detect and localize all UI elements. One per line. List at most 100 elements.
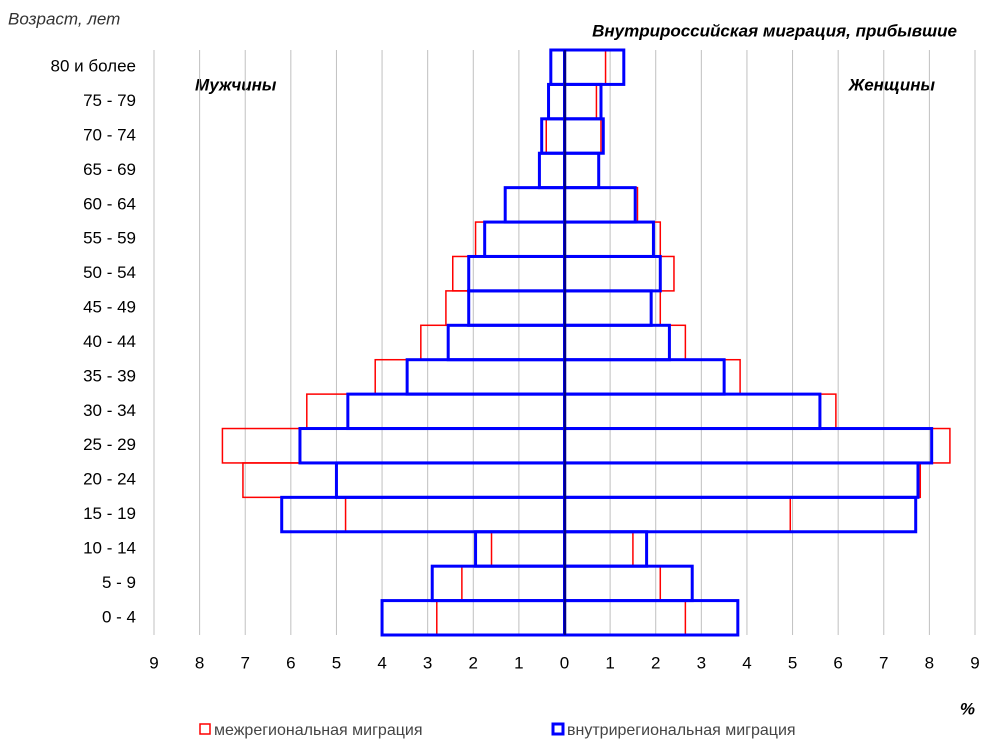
x-tick-label: 1 bbox=[605, 653, 614, 672]
bar bbox=[461, 565, 566, 602]
bar bbox=[563, 358, 726, 396]
x-tick-label: 5 bbox=[788, 653, 797, 672]
bar bbox=[563, 495, 918, 534]
x-tick-label: 2 bbox=[469, 653, 478, 672]
y-tick-label: 15 - 19 bbox=[83, 504, 136, 523]
bar bbox=[504, 186, 566, 223]
bar bbox=[563, 186, 637, 224]
bar bbox=[547, 83, 566, 120]
bar bbox=[563, 82, 603, 121]
y-tick-label: 60 - 64 bbox=[83, 194, 136, 213]
bar bbox=[563, 186, 639, 223]
bar bbox=[563, 392, 822, 431]
x-tick-label: 1 bbox=[514, 653, 523, 672]
bar bbox=[474, 221, 566, 258]
bar bbox=[221, 427, 566, 464]
y-tick-label: 65 - 69 bbox=[83, 160, 136, 179]
x-tick-label: 4 bbox=[377, 653, 386, 672]
bar bbox=[344, 496, 566, 533]
bar bbox=[436, 599, 566, 636]
bar bbox=[280, 495, 566, 534]
legend: межрегиональная миграция внутрирегиональн… bbox=[199, 722, 796, 739]
y-tick-label: 55 - 59 bbox=[83, 229, 136, 248]
bar bbox=[298, 427, 566, 465]
bar bbox=[563, 531, 634, 567]
bar bbox=[563, 152, 600, 189]
bar bbox=[563, 358, 741, 395]
legend-swatch bbox=[199, 723, 211, 735]
y-tick-label: 20 - 24 bbox=[83, 470, 136, 489]
y-tick-label: 35 - 39 bbox=[83, 366, 136, 385]
x-tick-label: 8 bbox=[925, 653, 934, 672]
x-tick-label: 7 bbox=[240, 653, 249, 672]
x-tick-label: 7 bbox=[879, 653, 888, 672]
male-label: Мужчины bbox=[195, 75, 277, 94]
y-tick-label: 40 - 44 bbox=[83, 332, 136, 351]
bar bbox=[563, 220, 655, 258]
x-tick-label: 6 bbox=[833, 653, 842, 672]
x-tick-label: 3 bbox=[423, 653, 432, 672]
bar bbox=[549, 48, 566, 86]
bar bbox=[537, 151, 566, 190]
y-tick-label: 75 - 79 bbox=[83, 91, 136, 110]
bar bbox=[563, 117, 605, 155]
x-tick-label: 4 bbox=[742, 653, 751, 672]
bar bbox=[540, 117, 567, 155]
x-tick-label: 3 bbox=[697, 653, 706, 672]
bar bbox=[467, 289, 567, 327]
x-tick-label: 9 bbox=[970, 653, 979, 672]
bar bbox=[545, 118, 566, 154]
x-tick-label: 5 bbox=[332, 653, 341, 672]
bar bbox=[563, 221, 662, 258]
bar bbox=[563, 254, 662, 293]
y-tick-label: 80 и более bbox=[51, 57, 137, 76]
bar bbox=[430, 564, 566, 603]
y-tick-label: 45 - 49 bbox=[83, 298, 136, 317]
y-tick-label: 5 - 9 bbox=[102, 573, 136, 592]
bar bbox=[563, 323, 671, 362]
bar bbox=[550, 49, 566, 86]
bar bbox=[563, 530, 649, 568]
bar bbox=[547, 82, 567, 121]
bar bbox=[563, 324, 687, 361]
x-tick-label: 8 bbox=[195, 653, 204, 672]
bar bbox=[563, 461, 920, 499]
bar bbox=[563, 255, 675, 292]
bar bbox=[483, 220, 566, 258]
x-tick-label: 2 bbox=[651, 653, 660, 672]
bar bbox=[446, 323, 567, 362]
bar bbox=[563, 462, 922, 499]
bar bbox=[563, 118, 602, 154]
y-tick-label: 0 - 4 bbox=[102, 607, 136, 626]
bar bbox=[405, 358, 566, 396]
x-tick-label: 6 bbox=[286, 653, 295, 672]
grid bbox=[153, 50, 976, 635]
chart-title: Внутрироссийская миграция, прибывшие bbox=[592, 21, 957, 40]
bar bbox=[563, 564, 694, 603]
bar bbox=[563, 427, 934, 465]
bar bbox=[563, 290, 662, 327]
bar bbox=[445, 290, 566, 327]
bar bbox=[538, 152, 566, 189]
bar bbox=[563, 289, 653, 327]
x-tick-label: 0 bbox=[560, 653, 569, 672]
y-tick-label: 10 - 14 bbox=[83, 538, 136, 557]
y-tick-label: 30 - 34 bbox=[83, 401, 136, 420]
bar bbox=[374, 358, 566, 395]
bar bbox=[346, 392, 566, 431]
bars bbox=[221, 48, 951, 637]
bar bbox=[563, 427, 951, 464]
bar bbox=[563, 83, 598, 120]
legend-swatch bbox=[551, 722, 565, 736]
bar bbox=[334, 461, 567, 499]
bar bbox=[563, 599, 740, 637]
bar bbox=[563, 151, 601, 190]
y-axis-title: Возраст, лет bbox=[8, 9, 120, 28]
bar bbox=[420, 324, 566, 361]
bar bbox=[467, 254, 567, 293]
x-tick-label: 9 bbox=[149, 653, 158, 672]
y-tick-label: 25 - 29 bbox=[83, 435, 136, 454]
bar bbox=[563, 393, 837, 430]
bar bbox=[474, 530, 566, 568]
